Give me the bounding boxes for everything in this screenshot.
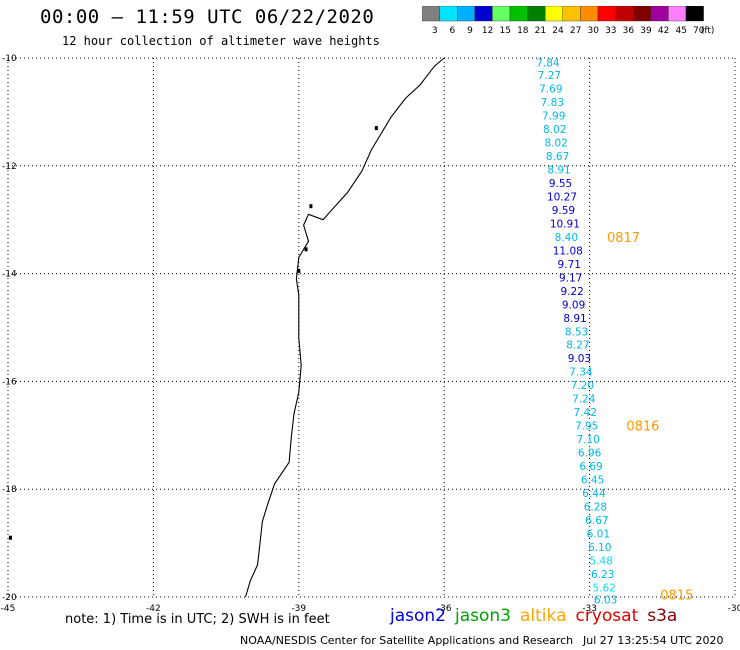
- wave-height-value: 7.99: [542, 111, 565, 123]
- color-scale-label: 18: [517, 26, 529, 36]
- wave-height-value: 7.69: [539, 84, 562, 96]
- wave-height-value: 7.42: [574, 407, 597, 419]
- wave-height-value: 6.03: [594, 595, 617, 607]
- coastline: [8, 57, 445, 598]
- units-note: note: 1) Time is in UTC; 2) SWH is in fe…: [65, 612, 330, 627]
- color-scale-label: 30: [587, 26, 599, 36]
- wave-height-value: 8.02: [544, 138, 567, 150]
- longitude-label: -30: [728, 604, 740, 614]
- wave-height-value: 5.62: [592, 582, 615, 594]
- map-axis-labels: -10 -12 -14 -16 -18 -20-45 -42 -39 -36 -33 -30: [1, 54, 740, 614]
- coast-island: [309, 204, 313, 209]
- wave-height-value: 10.27: [547, 192, 577, 204]
- color-scale-bar: 3 6 9 12 15 18 21 24 27 30 33 36 39 42 45 70(ft): [422, 6, 715, 36]
- wave-height-value: 8.67: [546, 151, 569, 163]
- wave-height-value: 5.48: [590, 555, 613, 567]
- color-scale-label: 6: [450, 26, 456, 36]
- wave-height-value: 8.02: [543, 124, 566, 136]
- latitude-label: -18: [2, 485, 17, 495]
- coast-island: [297, 268, 301, 273]
- wave-height-value: 9.17: [559, 272, 582, 284]
- wave-height-value: 8.27: [566, 340, 589, 352]
- color-scale-label: 70: [693, 26, 705, 36]
- color-scale-label: 12: [482, 26, 493, 36]
- wave-height-value: 9.71: [558, 259, 581, 271]
- color-scale-label: 36: [623, 26, 635, 36]
- color-scale-label: 9: [467, 26, 473, 36]
- wave-height-value: 6.45: [581, 474, 604, 486]
- wave-height-value: 7.24: [572, 394, 596, 406]
- wave-height-value: 7.84: [536, 57, 560, 69]
- wave-height-value: 10.91: [550, 218, 580, 230]
- longitude-label: -45: [1, 604, 16, 614]
- credit-footer: NOAA/NESDIS Center for Satellite Applica…: [240, 634, 574, 647]
- color-scale-label: 15: [499, 26, 510, 36]
- satellite-track: 7.847.277.697.837.998.028.028.678.919.55…: [536, 57, 693, 606]
- legend-jason3: jason3: [455, 606, 511, 626]
- wave-height-value: 9.09: [562, 299, 585, 311]
- wave-height-value: 11.08: [553, 245, 583, 257]
- legend-s3a: s3a: [647, 606, 678, 626]
- wave-height-value: 9.03: [568, 353, 591, 365]
- latitude-label: -16: [2, 377, 17, 387]
- generated-timestamp: Jul 27 13:25:54 UTC 2020: [583, 634, 724, 647]
- longitude-label: -42: [146, 604, 161, 614]
- legend-jason2: jason2: [390, 606, 446, 626]
- coast-island: [304, 247, 308, 252]
- wave-height-value: 6.67: [585, 515, 608, 527]
- legend-cryosat: cryosat: [575, 606, 639, 626]
- wave-height-value: 9.59: [552, 205, 575, 217]
- wave-height-value: 7.10: [576, 434, 599, 446]
- map-title: 00:00 – 11:59 UTC 06/22/2020: [40, 6, 375, 28]
- color-scale-label: 21: [535, 26, 546, 36]
- color-swatch: [685, 6, 704, 22]
- wave-height-value: 9.55: [549, 178, 572, 190]
- color-scale-label: 45: [675, 26, 686, 36]
- latitude-label: -14: [2, 270, 17, 280]
- wave-height-value: 7.34: [569, 367, 593, 379]
- wave-height-value: 6.96: [578, 448, 602, 460]
- coastline-path: [244, 57, 445, 598]
- satellite-legend: jason2 jason3 altika cryosat s3a: [390, 606, 686, 626]
- wave-height-value: 7.83: [541, 97, 564, 109]
- wave-height-value: 6.01: [587, 528, 610, 540]
- wave-height-value: 7.95: [575, 421, 598, 433]
- longitude-label: -33: [582, 604, 597, 614]
- wave-height-value: 8.53: [565, 326, 588, 338]
- color-scale-unit: (ft): [701, 26, 715, 36]
- wave-height-value: 6.44: [582, 488, 606, 500]
- color-scale-label: 3: [432, 26, 438, 36]
- wave-height-value: 9.22: [560, 286, 583, 298]
- pass-time-label: 0816: [626, 420, 659, 435]
- latitude-label: -20: [2, 593, 17, 603]
- map-subtitle: 12 hour collection of altimeter wave hei…: [62, 34, 380, 48]
- longitude-label: -36: [437, 604, 452, 614]
- map-grid: [7, 57, 736, 598]
- wave-height-value: 7.20: [571, 380, 594, 392]
- latitude-label: -10: [2, 54, 17, 64]
- color-scale-label: 42: [658, 26, 669, 36]
- color-scale-label: 33: [605, 26, 616, 36]
- wave-height-value: 7.27: [538, 70, 561, 82]
- wave-height-value: 8.91: [547, 165, 570, 177]
- latitude-label: -12: [2, 162, 17, 172]
- color-scale-label: 27: [570, 26, 581, 36]
- legend-altika: altika: [520, 606, 567, 626]
- coast-island: [374, 126, 378, 131]
- color-scale-label: 39: [640, 26, 652, 36]
- coast-island: [8, 535, 12, 540]
- wave-height-value: 6.28: [584, 501, 607, 513]
- pass-time-label: 0817: [607, 231, 640, 246]
- wave-height-value: 6.10: [588, 542, 611, 554]
- pass-time-label: 0815: [660, 588, 693, 603]
- color-scale-label: 24: [552, 26, 564, 36]
- wave-height-value: 8.91: [563, 313, 586, 325]
- longitude-label: -39: [291, 604, 306, 614]
- wave-height-value: 8.40: [555, 232, 578, 244]
- wave-height-value: 6.69: [579, 461, 602, 473]
- wave-height-value: 6.23: [591, 569, 614, 581]
